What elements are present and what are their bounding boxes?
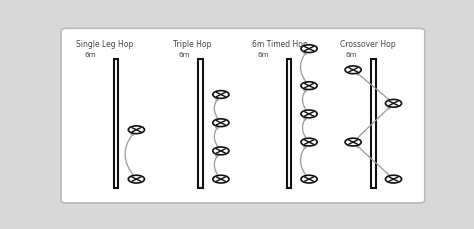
Bar [199,59,203,188]
FancyArrowPatch shape [125,133,135,177]
Circle shape [213,147,229,155]
Text: Crossover Hop: Crossover Hop [340,40,396,49]
Circle shape [301,138,317,146]
Circle shape [385,99,401,107]
Text: 6m: 6m [257,52,269,58]
FancyArrowPatch shape [356,72,392,101]
FancyArrowPatch shape [355,106,391,140]
Circle shape [345,66,361,74]
Circle shape [213,119,229,127]
FancyArrowPatch shape [302,89,307,112]
FancyArrowPatch shape [214,154,219,177]
Circle shape [345,138,361,146]
Circle shape [213,175,229,183]
FancyArrowPatch shape [356,145,392,177]
Text: Triple Hop: Triple Hop [173,40,211,49]
Circle shape [128,126,145,134]
FancyArrowPatch shape [301,52,307,84]
Text: 6m: 6m [346,52,357,58]
Circle shape [301,82,317,90]
Circle shape [385,175,401,183]
FancyArrowPatch shape [214,98,219,120]
Circle shape [213,91,229,98]
Circle shape [301,110,317,118]
Bar [287,59,291,188]
FancyArrowPatch shape [302,117,307,140]
Text: 6m Timed Hop: 6m Timed Hop [252,40,308,49]
Text: 6m: 6m [85,52,97,58]
Circle shape [301,175,317,183]
Text: 6m: 6m [179,52,190,58]
Bar [371,59,375,188]
FancyArrowPatch shape [301,145,307,177]
Circle shape [128,175,145,183]
Bar [114,59,118,188]
Circle shape [301,45,317,52]
FancyBboxPatch shape [61,28,425,203]
FancyArrowPatch shape [214,126,219,149]
Text: Single Leg Hop: Single Leg Hop [76,40,133,49]
